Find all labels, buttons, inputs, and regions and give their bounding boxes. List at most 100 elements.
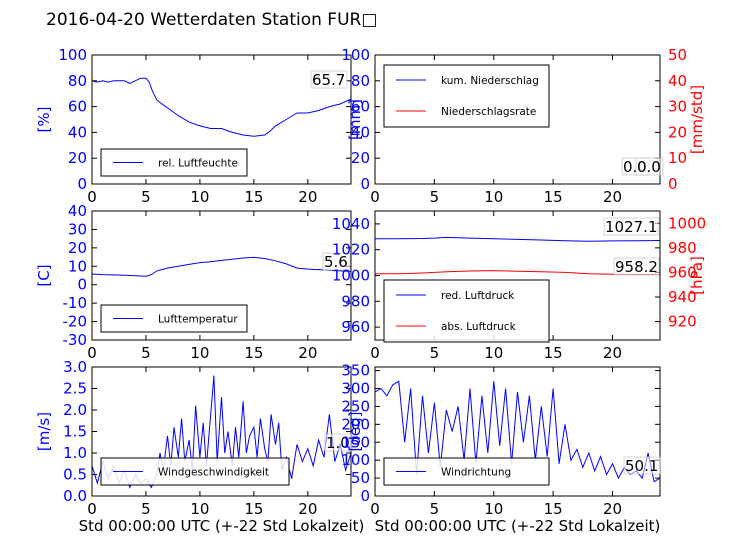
y-tick-label: 960 [341,318,370,336]
y-tick-label: 0 [360,175,370,193]
y-right-tick-label: 20 [668,123,687,141]
y-tick-label: 50 [351,469,370,487]
value-annotation-box [613,257,660,276]
y-right-tick-label: 40 [668,72,687,90]
legend-label: kum. Niederschlag [441,75,539,87]
x-tick-label: 0 [87,188,97,206]
page-title: 2016-04-20 Wetterdaten Station FUR□ [46,10,378,30]
y-tick-label: 10 [68,257,87,275]
panel-wind_direction [374,366,661,497]
legend-label: red. Luftdruck [441,290,515,302]
y-tick-label: 40 [351,123,370,141]
legend-box [383,279,550,343]
value-annotation: 1027.1 [605,218,658,236]
y-axis-label: [%] [35,107,53,133]
y-tick-label: 2.5 [63,380,87,398]
x-tick-label: 20 [298,500,317,518]
legend-label: abs. Luftdruck [441,321,517,333]
x-tick-label: 10 [484,500,503,518]
series-line-temperature-0 [92,256,351,277]
y-tick-label: 0 [77,276,87,294]
y-tick-label: 20 [68,239,87,257]
x-tick-label: 20 [298,344,317,362]
panel-temperature [91,210,352,341]
x-tick-label: 10 [190,188,209,206]
y-tick-label: 300 [341,380,370,398]
value-annotation-box [635,157,664,176]
plot-frame [91,54,352,185]
x-tick-label: 5 [141,188,151,206]
y-tick-label: 40 [68,123,87,141]
y-right-tick-label: 960 [668,263,697,281]
value-annotation-box [623,456,661,475]
series-line-pressure-0 [375,236,660,242]
y-tick-label: 1000 [332,267,370,285]
y-tick-label: 60 [68,98,87,116]
plot-frame [374,54,661,185]
y-tick-label: 1.5 [63,423,87,441]
y-tick-label: 40 [68,202,87,220]
x-tick-label: 0 [370,188,380,206]
value-annotation-box [603,217,659,236]
plot-frame [374,366,661,497]
x-tick-label: 0 [87,500,97,518]
y-right-tick-label: 920 [668,313,697,331]
y-tick-label: 0.5 [63,466,87,484]
y-right-tick-label: 10 [668,149,687,167]
x-tick-label: 0 [370,500,380,518]
value-annotation: 958.2 [615,258,658,276]
x-tick-label: 5 [141,344,151,362]
x-tick-label: 15 [544,188,563,206]
y-tick-label: 0 [360,487,370,505]
y-tick-label: 350 [341,362,370,380]
y-right-axis-label: [mm/std] [688,85,706,154]
value-annotation: 1.0 [326,434,350,452]
y-tick-label: 2.0 [63,401,87,419]
x-tick-label: 15 [244,188,263,206]
x-tick-label: 10 [484,188,503,206]
y-tick-label: 200 [341,415,370,433]
y-tick-label: 0 [77,175,87,193]
y-tick-label: 80 [351,72,370,90]
y-right-tick-label: 940 [668,288,697,306]
y-axis-label: [deg] [346,412,364,452]
x-tick-label: 15 [544,344,563,362]
y-right-tick-label: 980 [668,239,697,257]
x-tick-label: 10 [484,344,503,362]
panel-wind_speed [91,366,352,497]
x-tick-label: 20 [603,188,622,206]
y-right-axis-label: [hPa] [688,256,706,295]
value-annotation: 5.6 [324,253,348,271]
x-tick-label: 5 [430,500,440,518]
value-annotation: 65.7 [312,71,345,89]
legend-label: rel. Luftfeuchte [158,158,238,170]
x-tick-label: 10 [190,344,209,362]
x-axis-label: Std 00:00:00 UTC (+-22 Std Lokalzeit) [79,517,365,535]
x-tick-label: 20 [603,344,622,362]
legend-label: Niederschlagsrate [441,106,536,118]
panel-precipitation [374,54,661,185]
x-tick-label: 15 [244,344,263,362]
series-line-wind_direction-0 [375,380,660,483]
y-tick-label: 20 [351,149,370,167]
plot-frame [91,210,352,341]
y-tick-label: -30 [63,331,88,349]
x-tick-label: 0 [87,344,97,362]
legend-label: Lufttemperatur [158,314,238,326]
x-tick-label: 20 [298,188,317,206]
y-right-tick-label: 1000 [668,214,706,232]
x-tick-label: 5 [430,188,440,206]
y-tick-label: 150 [341,433,370,451]
x-tick-label: 5 [430,344,440,362]
value-annotation: 50.1 [625,457,658,475]
x-tick-label: 20 [603,500,622,518]
legend-label: Windgeschwindigkeit [158,467,269,479]
y-axis-label: [mm] [346,99,364,140]
y-tick-label: -10 [63,294,88,312]
y-right-tick-label: 50 [668,46,687,64]
panel-pressure [374,210,661,343]
value-annotation: 0.0 [637,158,661,176]
x-tick-label: 0 [370,344,380,362]
x-tick-label: 15 [544,500,563,518]
